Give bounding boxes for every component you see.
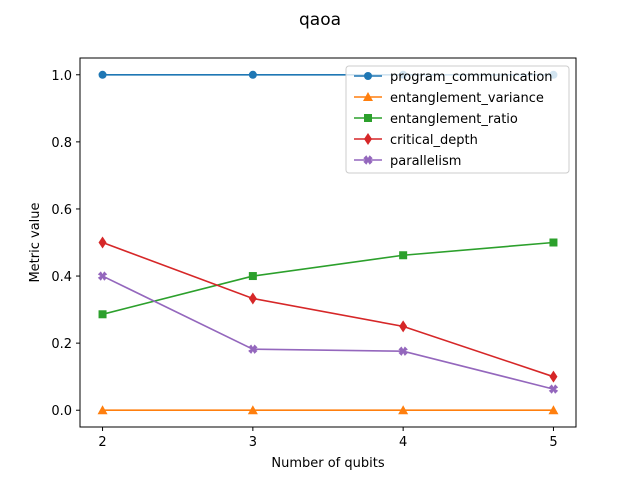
x-axis-label: Number of qubits — [271, 456, 384, 471]
data-point — [248, 292, 257, 305]
data-point — [398, 346, 408, 356]
series-line — [102, 275, 554, 390]
series-entanglement_variance — [97, 405, 559, 415]
data-point — [248, 272, 257, 281]
data-point — [98, 310, 107, 319]
series-line — [102, 241, 554, 316]
legend-item: program_communication — [354, 70, 553, 85]
data-point — [399, 320, 408, 333]
y-axis-label: Metric value — [28, 202, 43, 282]
legend-swatch-marker — [364, 72, 372, 80]
data-point — [248, 70, 257, 79]
y-tick-label: 0.2 — [51, 337, 72, 352]
y-tick-label: 0.6 — [51, 203, 72, 218]
series-parallelism — [97, 271, 559, 394]
x-tick-label: 4 — [399, 435, 407, 450]
x-axis-ticks: 2 3 4 5 — [98, 427, 558, 450]
data-point — [98, 70, 107, 79]
plot-frame — [79, 57, 577, 428]
legend-label: program_communication — [390, 70, 553, 85]
legend-swatch-marker — [363, 155, 373, 165]
legend-item: entanglement_ratio — [354, 112, 518, 127]
x-tick-label: 3 — [249, 435, 257, 450]
x-tick-label: 5 — [549, 435, 557, 450]
y-tick-label: 0.0 — [51, 404, 72, 419]
legend: program_communication entanglement_varian… — [345, 65, 570, 174]
y-tick-label: 0.8 — [51, 136, 72, 151]
chart-title: qaoa — [299, 10, 341, 30]
data-point — [247, 405, 258, 415]
legend-frame — [345, 65, 570, 174]
x-tick-label: 2 — [98, 435, 106, 450]
legend-swatch-marker — [364, 114, 372, 122]
legend-label: parallelism — [390, 154, 461, 169]
y-tick-label: 1.0 — [51, 69, 72, 84]
legend-swatch-marker — [364, 133, 372, 145]
data-point — [98, 236, 107, 249]
data-point — [97, 271, 108, 281]
data-point — [548, 384, 559, 394]
series-layer — [97, 70, 559, 415]
series-entanglement_ratio — [98, 238, 558, 319]
series-line — [102, 241, 554, 378]
legend-label: critical_depth — [390, 133, 478, 148]
data-point — [398, 405, 409, 415]
data-point — [549, 238, 558, 247]
legend-swatch-marker — [363, 92, 373, 101]
legend-item: critical_depth — [354, 133, 478, 148]
legend-item: entanglement_variance — [354, 91, 544, 106]
data-point — [248, 344, 258, 354]
data-point — [548, 405, 559, 415]
y-tick-label: 0.4 — [51, 270, 72, 285]
legend-label: entanglement_variance — [390, 91, 544, 106]
legend-item: parallelism — [354, 154, 461, 169]
legend-label: entanglement_ratio — [390, 112, 518, 127]
data-point — [399, 251, 408, 260]
data-point — [97, 405, 108, 415]
series-critical_depth — [98, 236, 558, 383]
data-point — [549, 370, 558, 383]
y-axis-ticks: 0.0 0.2 0.4 0.6 0.8 1.0 — [51, 69, 80, 419]
